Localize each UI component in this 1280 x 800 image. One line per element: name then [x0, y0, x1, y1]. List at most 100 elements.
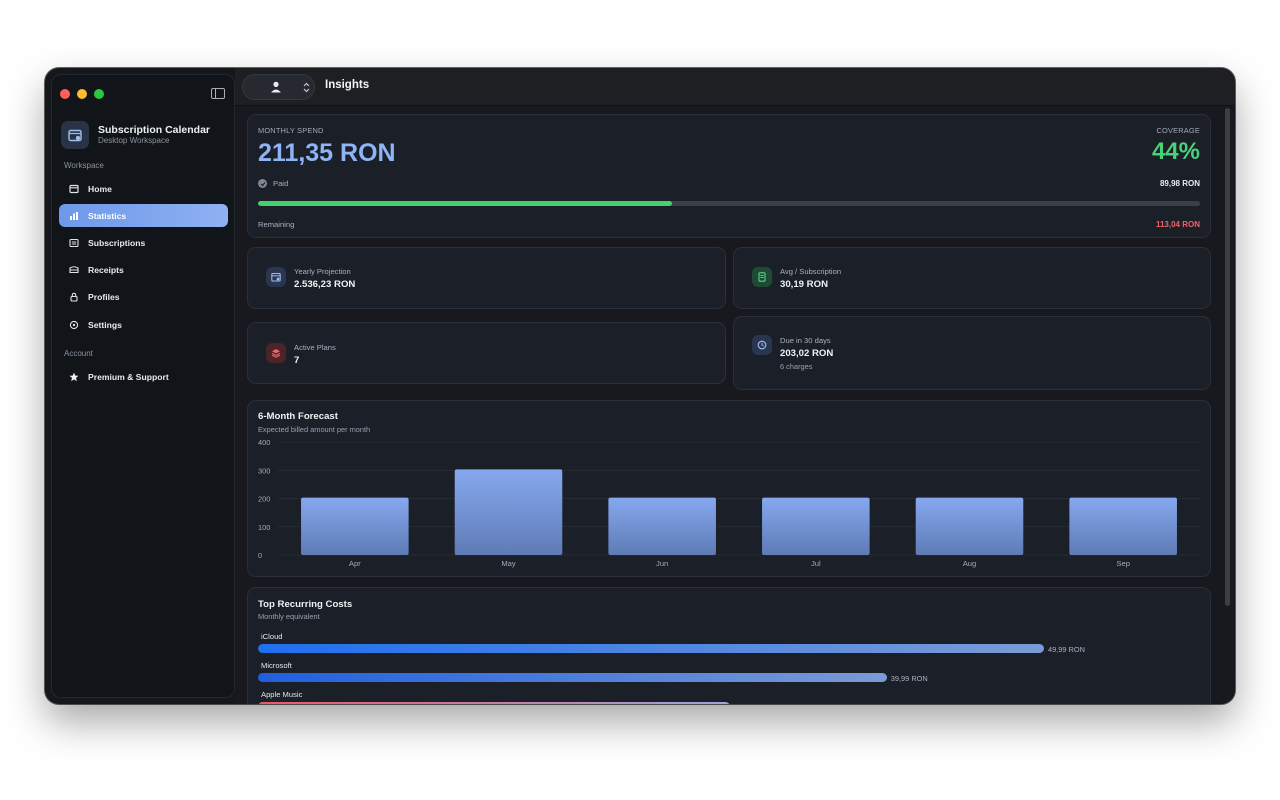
x-tick-label: Jul	[811, 559, 821, 568]
chart-bar-icon	[69, 211, 79, 221]
top-cost-bar[interactable]	[258, 702, 730, 704]
forecast-title: 6-Month Forecast	[258, 411, 338, 422]
close-window-button[interactable]	[60, 89, 70, 99]
yearly-projection-label: Yearly Projection	[294, 267, 351, 276]
app-title: Subscription Calendar	[98, 124, 211, 136]
person-icon	[271, 81, 281, 93]
sidebar-item-settings[interactable]: Settings	[59, 313, 228, 336]
active-plans-card: Active Plans 7	[247, 322, 726, 384]
layers-icon	[266, 343, 286, 363]
avg-subscription-card: Avg / Subscription 30,19 RON	[733, 247, 1211, 309]
forecast-bar-chart: 400 300 200 100 0 Apr May Jun Jul Aug Sep	[258, 438, 1200, 568]
due-30-days-card: Due in 30 days 203,02 RON 6 charges	[733, 316, 1211, 390]
monthly-spend-card: MONTHLY SPEND 211,35 RON COVERAGE 44% Pa…	[247, 114, 1211, 238]
sidebar-item-label: Profiles	[88, 291, 120, 302]
top-cost-name: Apple Music	[261, 690, 303, 699]
checkmark-icon	[258, 179, 267, 188]
top-costs-title: Top Recurring Costs	[258, 599, 353, 610]
remaining-amount: 113,04 RON	[1155, 220, 1200, 229]
yearly-projection-card: Yearly Projection 2.536,23 RON	[247, 247, 726, 309]
sidebar-item-label: Receipts	[88, 264, 124, 275]
sidebar-item-statistics[interactable]: Statistics	[59, 204, 228, 227]
active-plans-label: Active Plans	[294, 343, 336, 352]
sidebar-item-label: Subscriptions	[88, 237, 146, 248]
sidebar-item-label: Settings	[88, 319, 122, 330]
top-costs-subtitle: Monthly equivalent	[258, 612, 320, 621]
forecast-bar-jul[interactable]	[762, 497, 870, 555]
app-brand: Subscription Calendar Desktop Workspace	[61, 121, 210, 149]
monthly-spend-value: 211,35 RON	[258, 139, 396, 167]
top-recurring-costs-card: Top Recurring Costs Monthly equivalent i…	[247, 587, 1211, 704]
avg-subscription-value: 30,19 RON	[780, 279, 828, 290]
yearly-projection-value: 2.536,23 RON	[294, 279, 356, 290]
window-controls	[60, 89, 104, 99]
gear-icon	[69, 320, 79, 330]
star-icon	[69, 372, 79, 382]
main-content: MONTHLY SPEND 211,35 RON COVERAGE 44% Pa…	[235, 106, 1235, 704]
sidebar-item-label: Statistics	[88, 210, 127, 221]
y-tick-label: 300	[258, 466, 270, 475]
forecast-bar-apr[interactable]	[301, 497, 409, 555]
receipt-icon	[69, 265, 79, 275]
sidebar-item-home[interactable]: Home	[59, 177, 228, 200]
due-30-days-value: 203,02 RON	[780, 348, 834, 359]
paid-label: Paid	[273, 179, 289, 188]
sidebar-item-label: Premium & Support	[88, 371, 169, 382]
coverage-progress-fill	[258, 201, 673, 206]
forecast-subtitle: Expected billed amount per month	[258, 425, 371, 434]
coverage-progress-bar	[258, 201, 1200, 206]
calendar-icon	[61, 121, 89, 149]
sidebar-item-receipts[interactable]: Receipts	[59, 258, 228, 281]
x-tick-label: Sep	[1116, 559, 1130, 568]
sidebar-item-subscriptions[interactable]: Subscriptions	[59, 231, 228, 254]
document-icon	[752, 267, 772, 287]
profile-picker[interactable]	[242, 74, 315, 100]
minimize-window-button[interactable]	[77, 89, 87, 99]
app-subtitle: Desktop Workspace	[98, 136, 170, 145]
top-cost-bar[interactable]	[258, 673, 887, 682]
y-tick-label: 400	[258, 438, 270, 447]
top-cost-value: 39,99 RON	[890, 674, 928, 683]
active-plans-value: 7	[294, 355, 300, 366]
clock-icon	[752, 335, 772, 355]
forecast-bar-aug[interactable]	[915, 497, 1024, 555]
y-tick-label: 0	[258, 551, 262, 560]
paid-row: Paid	[258, 179, 288, 188]
top-cost-name: Microsoft	[261, 661, 292, 670]
x-tick-label: Jun	[656, 559, 668, 568]
page-title: Insights	[325, 79, 370, 91]
forecast-bar-may[interactable]	[454, 469, 563, 555]
forecast-bar-jun[interactable]	[608, 497, 716, 555]
app-window: Subscription Calendar Desktop Workspace …	[45, 68, 1235, 704]
zoom-window-button[interactable]	[94, 89, 104, 99]
avg-subscription-label: Avg / Subscription	[780, 267, 842, 276]
account-section-label: Account	[64, 349, 93, 358]
monthly-spend-label: MONTHLY SPEND	[258, 126, 324, 135]
lock-icon	[69, 292, 79, 302]
y-tick-label: 200	[258, 495, 270, 504]
due-30-days-label: Due in 30 days	[780, 336, 831, 345]
top-cost-name: iCloud	[261, 632, 283, 641]
top-cost-value: 49,99 RON	[1048, 645, 1085, 654]
vertical-scrollbar[interactable]	[1225, 108, 1230, 606]
coverage-label: COVERAGE	[1156, 126, 1200, 135]
top-cost-bar[interactable]	[258, 644, 1044, 653]
list-icon	[69, 238, 79, 248]
paid-amount: 89,98 RON	[1159, 179, 1200, 188]
sidebar-item-profiles[interactable]: Profiles	[59, 285, 228, 308]
x-tick-label: May	[501, 559, 516, 568]
remaining-label: Remaining	[258, 220, 295, 229]
calendar-icon	[266, 267, 286, 287]
sidebar-item-label: Home	[88, 183, 112, 194]
forecast-bar-sep[interactable]	[1069, 497, 1177, 555]
forecast-chart-card: 6-Month Forecast Expected billed amount …	[247, 400, 1211, 577]
sidebar-toggle-icon[interactable]	[211, 88, 225, 99]
x-tick-label: Apr	[349, 559, 361, 568]
home-icon	[69, 184, 79, 194]
top-cost-value: 29,99 RON	[734, 703, 771, 704]
x-tick-label: Aug	[963, 559, 977, 568]
sidebar: Subscription Calendar Desktop Workspace …	[51, 74, 235, 698]
chevron-up-down-icon	[303, 82, 310, 93]
due-30-days-charges: 6 charges	[780, 362, 813, 371]
sidebar-item-premium-support[interactable]: Premium & Support	[59, 365, 228, 388]
